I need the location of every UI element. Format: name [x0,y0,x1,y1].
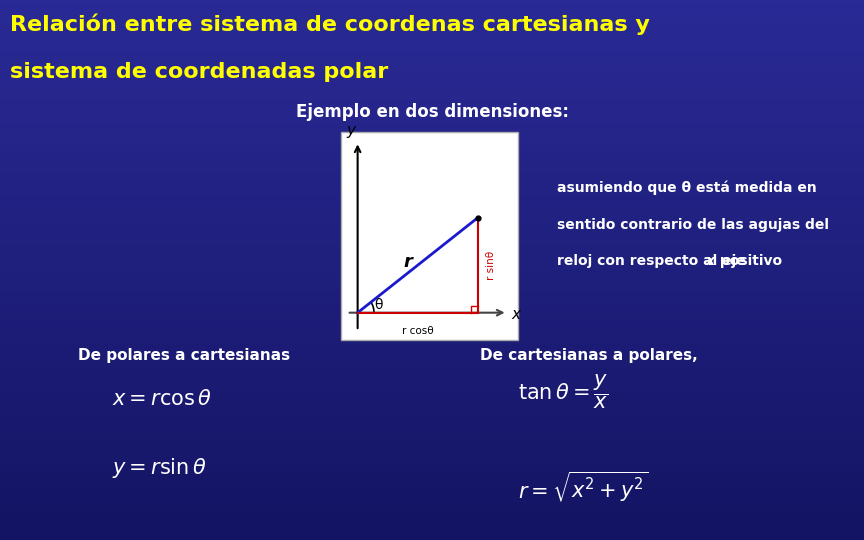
Text: y: y [346,124,355,138]
Text: De cartesianas a polares,: De cartesianas a polares, [480,348,697,363]
Text: positivo: positivo [715,254,783,268]
Text: θ: θ [374,298,383,312]
Text: Ejemplo en dos dimensiones:: Ejemplo en dos dimensiones: [295,103,569,120]
Text: $y = r\sin\theta$: $y = r\sin\theta$ [112,456,207,480]
Text: asumiendo que θ está medida en: asumiendo que θ está medida en [557,181,817,195]
Text: reloj con respecto al eje: reloj con respecto al eje [557,254,751,268]
Text: Relación entre sistema de coordenas cartesianas y: Relación entre sistema de coordenas cart… [10,14,651,35]
Text: De polares a cartesianas: De polares a cartesianas [78,348,290,363]
Text: sistema de coordenadas polar: sistema de coordenadas polar [10,62,389,82]
Text: r cosθ: r cosθ [402,326,434,336]
FancyBboxPatch shape [341,132,518,340]
Text: x: x [511,307,521,322]
Text: r sinθ: r sinθ [486,251,496,280]
Text: $x = r\cos\theta$: $x = r\cos\theta$ [112,389,213,409]
Text: $\tan\theta = \dfrac{y}{x}$: $\tan\theta = \dfrac{y}{x}$ [518,373,609,411]
Text: x: x [706,254,715,268]
Text: $r = \sqrt{x^2 + y^2}$: $r = \sqrt{x^2 + y^2}$ [518,470,648,504]
Text: r: r [403,253,412,271]
Text: sentido contrario de las agujas del: sentido contrario de las agujas del [557,218,829,232]
